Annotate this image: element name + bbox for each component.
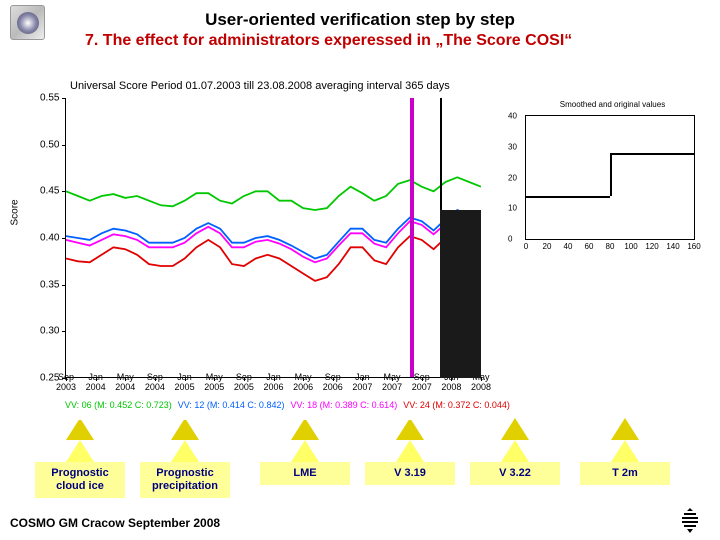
ytick: 0.50 <box>40 139 59 150</box>
marker-arrow-icon <box>171 440 199 462</box>
ytick: 0.55 <box>40 93 59 104</box>
xtick: Sep2006 <box>323 372 343 392</box>
inset-ytick: 40 <box>508 112 517 121</box>
ytick: 0.35 <box>40 279 59 290</box>
xtick: May2004 <box>115 372 135 392</box>
marker-arrow-icon <box>66 440 94 462</box>
inset-xtick: 140 <box>666 242 679 251</box>
xtick: May2006 <box>293 372 313 392</box>
ytick: 0.40 <box>40 233 59 244</box>
ytick: 0.45 <box>40 186 59 197</box>
event-marker: T 2m <box>580 440 670 485</box>
inset-xtick: 120 <box>645 242 658 251</box>
inset-ytick: 30 <box>508 142 517 151</box>
caption-segment: VV: 12 (M: 0.414 C: 0.842) <box>178 400 285 410</box>
event-vline <box>410 98 414 377</box>
inset-chart-plot: 010203040020406080100120140160 <box>525 115 695 240</box>
series-VV06 <box>66 177 481 210</box>
event-marker: V 3.19 <box>365 440 455 485</box>
inset-step-vert <box>610 153 612 196</box>
inset-xtick: 100 <box>624 242 637 251</box>
event-marker: V 3.22 <box>470 440 560 485</box>
title-line-2: 7. The effect for administrators experes… <box>0 32 720 50</box>
caption-segment: VV: 06 (M: 0.452 C: 0.723) <box>65 400 172 410</box>
xtick: Jan2004 <box>86 372 106 392</box>
marker-arrow-icon <box>611 440 639 462</box>
marker-label: V 3.22 <box>470 462 560 485</box>
inset-ytick: 10 <box>508 204 517 213</box>
inset-step-1 <box>526 196 610 198</box>
title-line-1: User-oriented verification step by step <box>0 10 720 30</box>
ytick: 0.30 <box>40 326 59 337</box>
event-marker: LME <box>260 440 350 485</box>
inset-step-2 <box>610 153 694 155</box>
xtick: Jan2007 <box>352 372 372 392</box>
main-chart: Universal Score Period 01.07.2003 till 2… <box>10 80 490 420</box>
inset-xtick: 60 <box>585 242 594 251</box>
inset-chart-title: Smoothed and original values <box>525 100 700 109</box>
caption-segment: VV: 18 (M: 0.389 C: 0.614) <box>290 400 397 410</box>
main-chart-ylabel: Score <box>10 199 21 225</box>
dark-overlay <box>440 210 482 378</box>
xtick: Jan2006 <box>263 372 283 392</box>
main-chart-title: Universal Score Period 01.07.2003 till 2… <box>70 80 450 92</box>
xtick: Sep2004 <box>145 372 165 392</box>
marker-label: T 2m <box>580 462 670 485</box>
xtick: May2005 <box>204 372 224 392</box>
inset-xtick: 40 <box>564 242 573 251</box>
ytick: 0.25 <box>40 373 59 384</box>
eagle-logo-icon <box>675 505 705 535</box>
event-marker: Prognostic cloud ice <box>35 440 125 498</box>
inset-xtick: 80 <box>606 242 615 251</box>
main-chart-plot-area: Sep2003Jan2004May2004Sep2004Jan2005May20… <box>65 98 480 378</box>
main-chart-svg <box>66 98 481 378</box>
marker-arrow-icon <box>396 440 424 462</box>
xtick: May2007 <box>382 372 402 392</box>
inset-ytick: 20 <box>508 173 517 182</box>
xtick: Sep2007 <box>412 372 432 392</box>
inset-chart: Smoothed and original values 01020304002… <box>505 100 700 255</box>
event-marker: Prognostic precipitation <box>140 440 230 498</box>
inset-xtick: 0 <box>524 242 528 251</box>
marker-arrow-icon <box>501 440 529 462</box>
xtick: Jan2005 <box>175 372 195 392</box>
header: User-oriented verification step by step … <box>0 10 720 50</box>
inset-xtick: 20 <box>543 242 552 251</box>
marker-label: Prognostic cloud ice <box>35 462 125 498</box>
inset-ytick: 0 <box>508 235 512 244</box>
xtick: Sep2005 <box>234 372 254 392</box>
inset-xtick: 160 <box>687 242 700 251</box>
marker-label: V 3.19 <box>365 462 455 485</box>
caption-segment: VV: 24 (M: 0.372 C: 0.044) <box>403 400 510 410</box>
marker-label: LME <box>260 462 350 485</box>
marker-label: Prognostic precipitation <box>140 462 230 498</box>
footer-text: COSMO GM Cracow September 2008 <box>10 516 220 530</box>
main-chart-caption: VV: 06 (M: 0.452 C: 0.723) VV: 12 (M: 0.4… <box>65 400 516 410</box>
marker-arrow-icon <box>291 440 319 462</box>
